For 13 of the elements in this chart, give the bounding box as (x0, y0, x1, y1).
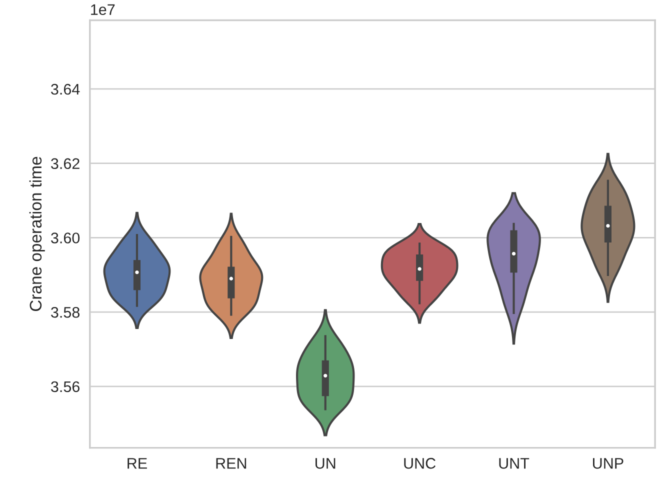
y-tick-label: 3.64 (51, 84, 80, 95)
x-tick-label: REN (216, 458, 246, 469)
x-tick-label: UNP (593, 458, 624, 469)
x-tick-label: RE (128, 458, 147, 469)
y-tick-label: 3.56 (51, 381, 80, 392)
y-tick-label: 3.58 (51, 306, 80, 318)
y-tick-label: 3.62 (51, 158, 80, 170)
y-tick-label: 3.60 (51, 232, 80, 244)
y-axis-title: Crane operation time (29, 156, 45, 311)
text: 1e7 (91, 4, 115, 16)
x-tick-label: UN (316, 458, 336, 469)
x-tick-label: UNT (499, 458, 530, 469)
x-tick-label: UNC (404, 458, 436, 469)
